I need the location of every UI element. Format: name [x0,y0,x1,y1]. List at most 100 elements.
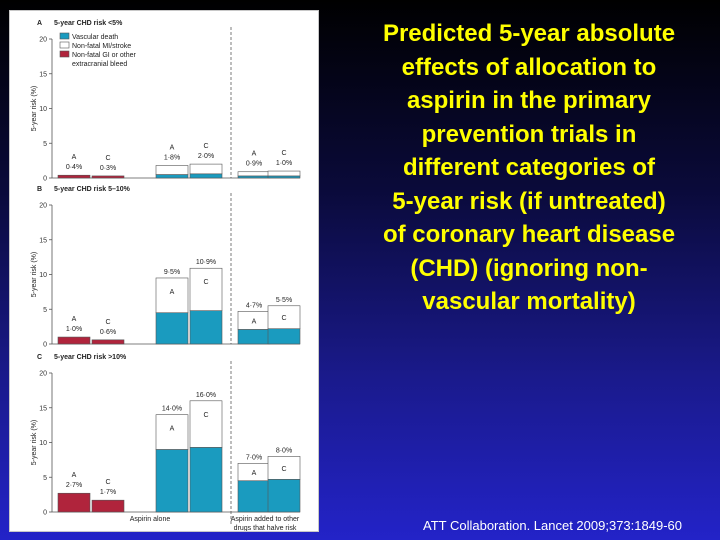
group-label: Aspirin added to other [231,516,300,523]
legend-swatch [59,50,70,58]
bar-letter: C [105,319,110,326]
bar-letter: C [281,150,286,157]
bar-nonfatal-mi-stroke [155,414,189,450]
bar-nonfatal-mi-stroke [267,305,301,330]
y-tick-label: 15 [39,405,47,412]
bar-letter: A [170,426,175,433]
title-line: aspirin in the primary [406,87,652,114]
chart-figure: A 5-year CHD risk <5% 0 5 10 15 20 5-year risk … [31,20,301,531]
title-line: (CHD) (ignoring non- [410,254,648,282]
bar-value-label: 0·4% [66,164,82,171]
y-tick-label: 10 [39,106,47,113]
y-tick-label: 0 [43,510,47,517]
bar-nonfatal-mi-stroke [155,165,189,175]
y-tick-label: 5 [43,141,47,148]
title-line: 5-year risk (if untreated) [392,187,666,215]
group-label: Aspirin alone [130,516,171,523]
title-line: prevention trials in [421,120,637,148]
bar-vascular-death [267,479,301,513]
panel-title: 5-year CHD risk >10% [54,354,127,361]
bar-nonfatal-mi-stroke [189,400,223,448]
bar-vascular-death [189,310,223,345]
legend-label: Vascular death [72,34,118,41]
bar-value-label: 5·5% [276,297,292,304]
bar-nonfatal-mi-stroke [267,170,301,177]
bar-value-label: 1·0% [276,160,292,167]
bar-value-label: 0·9% [246,161,262,168]
bar-value-label: 2·7% [66,482,82,489]
title-line: vascular mortality) [422,288,636,315]
panel-letter: A [37,20,42,27]
bar-vascular-death [267,328,301,345]
title-line: of coronary heart disease [382,221,676,248]
y-tick-label: 15 [39,237,47,244]
bar-vascular-death [189,173,223,179]
figure-panel: A 5-year CHD risk <5% 0 5 10 15 20 5-year risk … [9,10,319,532]
bar-value-label: 7·0% [246,454,262,461]
bar-value-label: 16·0% [196,392,216,399]
bar-vascular-death [189,447,223,513]
y-axis-label: 5-year risk (%) [31,252,38,298]
y-tick-label: 20 [39,203,47,210]
legend-label: extracranial bleed [72,61,127,68]
bar-letter: A [252,470,257,477]
bar-value-label: 9·5% [164,269,180,276]
bar-vascular-death [237,175,271,179]
bar-value-label: 4·7% [246,302,262,309]
bar-nonfatal-mi-stroke [267,456,301,480]
y-tick-label: 5 [43,475,47,482]
legend-label: Non-fatal GI or other [72,52,136,59]
bar-letter: A [170,289,175,296]
bar-value-label: 8·0% [276,447,292,454]
bar-vascular-death [267,175,301,179]
title-line: different categories of [402,154,656,181]
panel-letter: B [37,186,42,193]
y-tick-label: 10 [39,272,47,279]
bar-bleed [91,175,125,179]
legend-label: Non-fatal MI/stroke [72,43,131,50]
bar-nonfatal-mi-stroke [155,277,189,314]
bar-bleed [57,336,91,345]
y-tick-label: 5 [43,307,47,314]
slide-title: Predicted 5-year absolute effects of all… [345,17,713,319]
legend-swatch [59,32,70,40]
bar-letter: C [203,143,208,150]
bar-bleed [57,492,91,513]
bar-letter: C [281,315,286,322]
bar-letter: A [170,144,175,151]
y-tick-label: 15 [39,71,47,78]
bar-letter: C [105,155,110,162]
citation: ATT Collaboration. Lancet 2009;373:1849-… [423,518,682,533]
bar-bleed [91,499,125,513]
bar-vascular-death [155,174,189,179]
y-tick-label: 20 [39,37,47,44]
legend-swatch [59,41,70,49]
panel-title: 5-year CHD risk 5–10% [54,186,131,193]
panel-letter: C [37,354,42,361]
bar-value-label: 1·8% [164,154,180,161]
bar-vascular-death [155,312,189,345]
y-tick-label: 20 [39,371,47,378]
bar-value-label: 0·3% [100,165,116,172]
bar-letter: A [72,316,77,323]
bar-value-label: 14·0% [162,406,182,413]
y-tick-label: 10 [39,440,47,447]
title-line: effects of allocation to [401,53,657,81]
panel-title: 5-year CHD risk <5% [54,20,123,27]
y-axis-label: 5-year risk (%) [31,86,38,132]
y-tick-label: 0 [43,176,47,183]
y-axis-label: 5-year risk (%) [31,420,38,466]
group-label: drugs that halve risk [234,525,297,531]
bar-nonfatal-mi-stroke [189,267,223,311]
bar-vascular-death [237,480,271,513]
bar-letter: C [105,479,110,486]
bar-value-label: 0·6% [100,329,116,336]
bar-nonfatal-mi-stroke [189,163,223,175]
bar-value-label: 1·7% [100,489,116,496]
bar-letter: C [281,466,286,473]
bar-value-label: 10·9% [196,259,216,266]
bar-bleed [91,339,125,345]
bar-letter: A [72,472,77,479]
bar-letter: C [203,412,208,419]
bar-value-label: 2·0% [198,153,214,160]
